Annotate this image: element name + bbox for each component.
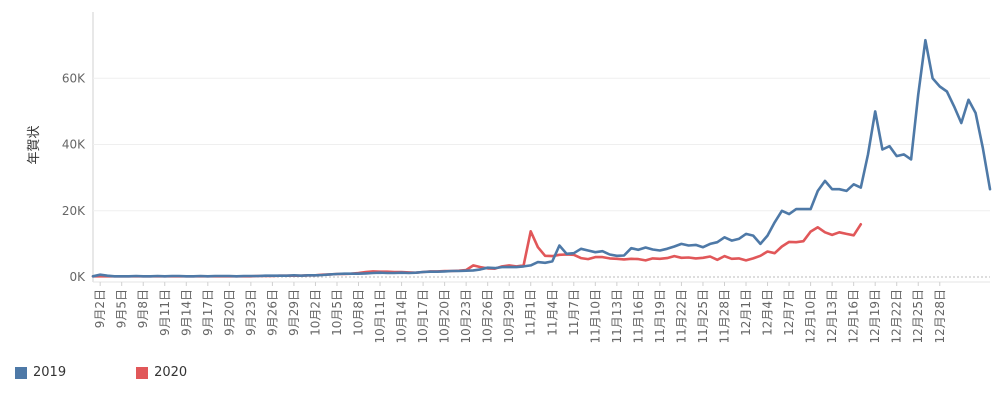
x-tick-label: 11月4日: [545, 289, 559, 336]
x-tick-label: 9月14日: [179, 289, 193, 336]
y-tick-label: 60K: [62, 71, 86, 85]
legend: 2019 2020: [15, 365, 187, 380]
x-tick-label: 10月23日: [459, 289, 473, 344]
legend-label-2020: 2020: [154, 365, 188, 380]
x-tick-label: 12月4日: [761, 289, 775, 336]
x-tick-label: 9月2日: [93, 289, 107, 328]
legend-swatch-2019: [15, 366, 27, 379]
legend-item-2019[interactable]: 2019: [15, 365, 66, 380]
y-tick-label: 0K: [69, 270, 86, 284]
x-tick-label: 9月5日: [115, 289, 129, 328]
x-tick-label: 11月7日: [567, 289, 581, 336]
x-tick-label: 10月17日: [416, 289, 430, 344]
x-tick-label: 10月29日: [502, 289, 516, 344]
y-tick-label: 40K: [62, 138, 86, 152]
x-tick-label: 12月13日: [825, 289, 839, 344]
legend-label-2019: 2019: [33, 365, 67, 380]
x-tick-label: 10月14日: [395, 289, 409, 344]
x-tick-label: 11月1日: [524, 289, 538, 336]
x-tick-label: 11月10日: [588, 289, 602, 344]
x-tick-label: 10月5日: [330, 289, 344, 336]
x-tick-label: 10月11日: [373, 289, 387, 344]
x-tick-label: 11月25日: [696, 289, 710, 344]
x-tick-label: 10月20日: [438, 289, 452, 344]
x-tick-label: 10月8日: [352, 289, 366, 336]
x-tick-label: 12月10日: [804, 289, 818, 344]
x-tick-label: 9月17日: [201, 289, 215, 336]
x-tick-label: 12月16日: [847, 289, 861, 344]
x-tick-label: 11月13日: [610, 289, 624, 344]
x-tick-label: 12月28日: [933, 289, 947, 344]
legend-swatch-2020: [136, 366, 149, 379]
y-axis-title: 年賀状: [27, 125, 42, 164]
legend-item-2020[interactable]: 2020: [136, 365, 187, 380]
x-tick-label: 12月19日: [868, 289, 882, 344]
x-tick-label: 9月11日: [158, 289, 172, 336]
x-tick-label: 10月2日: [308, 289, 322, 336]
x-tick-label: 12月1日: [739, 289, 753, 336]
y-tick-label: 20K: [62, 204, 86, 218]
series-line-2019: [91, 38, 992, 278]
x-tick-label: 9月26日: [265, 289, 279, 336]
x-tick-label: 9月8日: [136, 289, 150, 328]
series-line-2020: [91, 223, 863, 278]
x-tick-label: 9月20日: [222, 289, 236, 336]
x-tick-label: 12月22日: [890, 289, 904, 344]
x-tick-label: 9月29日: [287, 289, 301, 336]
x-tick-label: 10月26日: [481, 289, 495, 344]
x-tick-label: 12月7日: [782, 289, 796, 336]
x-tick-label: 11月16日: [631, 289, 645, 344]
x-tick-label: 11月28日: [717, 289, 731, 344]
x-tick-label: 9月23日: [244, 289, 258, 336]
x-tick-label: 11月19日: [653, 289, 667, 344]
x-tick-label: 12月25日: [911, 289, 925, 344]
x-tick-label: 11月22日: [674, 289, 688, 344]
